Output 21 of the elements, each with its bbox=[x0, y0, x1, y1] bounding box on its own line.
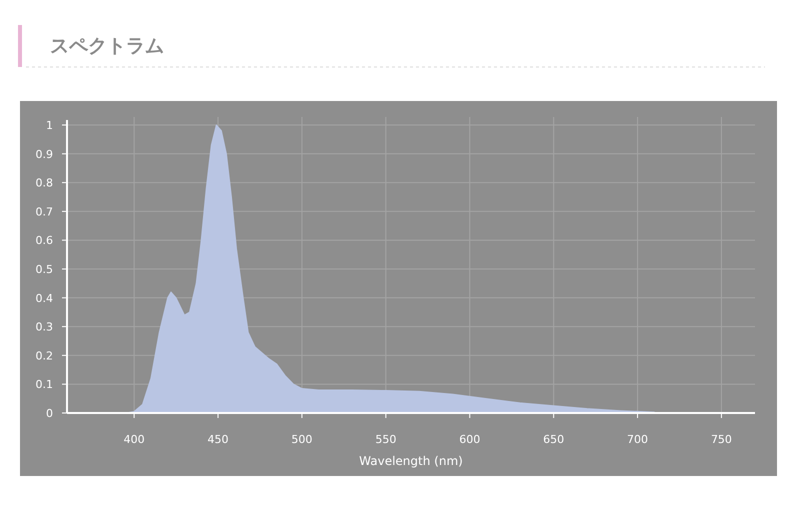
y-tick-label: 0.7 bbox=[36, 205, 53, 218]
x-tick-label: 750 bbox=[710, 433, 732, 446]
x-tick-label: 450 bbox=[208, 433, 229, 446]
y-tick-label: 0.9 bbox=[36, 148, 53, 161]
x-tick-label: 650 bbox=[543, 433, 564, 446]
x-axis-title: Wavelength (nm) bbox=[359, 454, 463, 468]
x-tick-label: 500 bbox=[291, 433, 312, 446]
y-tick-label: 1 bbox=[46, 119, 53, 132]
y-tick-label: 0.4 bbox=[36, 292, 53, 305]
x-tick-label: 700 bbox=[627, 433, 648, 446]
y-tick-label: 0.1 bbox=[36, 378, 53, 392]
x-tick-label: 600 bbox=[459, 433, 480, 446]
x-tick-label: 400 bbox=[124, 433, 145, 446]
y-tick-label: 0.8 bbox=[36, 176, 53, 190]
x-tick-label: 550 bbox=[375, 433, 396, 446]
y-tick-label: 0 bbox=[46, 407, 53, 420]
y-tick-label: 0.6 bbox=[36, 234, 53, 248]
y-tick-label: 0.5 bbox=[36, 263, 53, 276]
y-tick-label: 0.3 bbox=[36, 320, 53, 334]
y-tick-label: 0.2 bbox=[36, 349, 53, 362]
chart-title: スペクトラム bbox=[50, 35, 164, 57]
